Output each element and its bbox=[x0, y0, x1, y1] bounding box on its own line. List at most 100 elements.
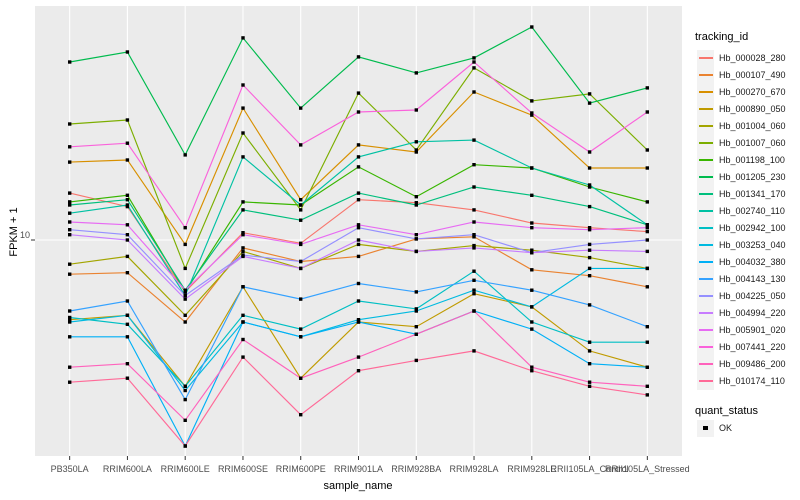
data-point bbox=[645, 166, 649, 170]
data-point bbox=[356, 165, 361, 169]
data-point bbox=[299, 208, 303, 212]
legend-line-key-icon bbox=[698, 295, 713, 297]
legend-key-box bbox=[697, 321, 714, 339]
legend-entry-label: Hb_001205_230 bbox=[719, 172, 786, 182]
data-point bbox=[68, 211, 72, 215]
data-point bbox=[183, 242, 187, 247]
data-point bbox=[183, 290, 187, 294]
data-point bbox=[587, 349, 592, 353]
data-point bbox=[183, 397, 187, 402]
data-point bbox=[125, 141, 130, 145]
legend-entry-Hb_009486_200: Hb_009486_200 bbox=[697, 355, 786, 373]
data-point bbox=[645, 325, 649, 329]
data-point bbox=[68, 145, 72, 149]
legend-entry-label: Hb_009486_200 bbox=[719, 359, 786, 369]
data-point bbox=[241, 320, 245, 324]
data-point bbox=[299, 413, 303, 417]
legend-line-key-icon bbox=[698, 380, 713, 382]
data-point bbox=[472, 138, 476, 142]
data-point bbox=[414, 249, 418, 254]
data-point bbox=[530, 166, 534, 170]
data-point bbox=[472, 90, 476, 94]
legend-entry-Hb_002740_110: Hb_002740_110 bbox=[697, 202, 785, 220]
legend-entry-label: Hb_004225_050 bbox=[719, 291, 786, 301]
data-point bbox=[530, 99, 534, 103]
data-point bbox=[530, 268, 534, 272]
data-point bbox=[125, 254, 130, 259]
data-point bbox=[356, 223, 361, 227]
data-point bbox=[241, 106, 245, 110]
legend-line-key-icon bbox=[698, 329, 713, 331]
data-point bbox=[125, 313, 130, 317]
x-tick-label: RRIM600LE bbox=[160, 464, 210, 474]
data-point bbox=[125, 118, 130, 122]
data-point bbox=[125, 271, 130, 275]
data-point bbox=[299, 266, 303, 271]
data-point bbox=[587, 150, 592, 154]
x-tick-label: RRIM600PE bbox=[275, 464, 326, 474]
legend-entry-Hb_001007_060: Hb_001007_060 bbox=[697, 134, 786, 152]
legend-key-box bbox=[697, 66, 714, 84]
data-point bbox=[645, 238, 649, 242]
legend-line-key-icon bbox=[698, 346, 713, 348]
data-point bbox=[414, 140, 418, 144]
data-point bbox=[645, 110, 649, 114]
data-point bbox=[587, 204, 592, 209]
legend-entry-Hb_000890_050: Hb_000890_050 bbox=[697, 100, 786, 118]
legend-entry-label: Hb_000270_670 bbox=[719, 87, 786, 97]
data-point bbox=[241, 313, 245, 317]
data-point bbox=[125, 198, 130, 202]
legend-entry-label: OK bbox=[719, 423, 733, 433]
data-point bbox=[241, 355, 245, 359]
data-point bbox=[356, 191, 361, 195]
legend-key-box bbox=[697, 355, 714, 373]
data-point bbox=[68, 200, 72, 204]
legend-line-key-icon bbox=[698, 57, 713, 59]
data-point bbox=[68, 315, 72, 320]
data-point bbox=[530, 221, 534, 225]
data-point bbox=[472, 288, 476, 292]
data-point bbox=[587, 362, 592, 366]
legend-entry-Hb_001198_100: Hb_001198_100 bbox=[697, 151, 785, 169]
data-point bbox=[587, 380, 592, 384]
data-point bbox=[414, 237, 418, 241]
legend-entry-label: Hb_003253_040 bbox=[719, 240, 786, 250]
data-point bbox=[530, 327, 534, 331]
data-point bbox=[241, 200, 245, 204]
legend-entry-label: Hb_004143_130 bbox=[719, 274, 786, 284]
data-point bbox=[645, 86, 649, 90]
data-point bbox=[68, 380, 72, 384]
data-point bbox=[183, 388, 187, 393]
data-point bbox=[472, 235, 476, 239]
legend-entry-Hb_004032_380: Hb_004032_380 bbox=[697, 253, 786, 271]
data-point bbox=[356, 155, 361, 159]
data-point bbox=[125, 50, 130, 54]
data-point bbox=[68, 160, 72, 164]
data-point bbox=[125, 376, 130, 380]
data-point bbox=[587, 226, 592, 230]
legend-line-key-icon bbox=[698, 193, 713, 195]
data-point bbox=[472, 56, 476, 60]
data-point bbox=[299, 376, 303, 380]
data-point bbox=[125, 362, 130, 366]
data-point bbox=[587, 101, 592, 105]
data-point bbox=[472, 220, 476, 224]
data-point bbox=[183, 384, 187, 388]
legend-key-box bbox=[697, 372, 714, 390]
legend-entry-Hb_003253_040: Hb_003253_040 bbox=[697, 236, 786, 254]
legend-entry-Hb_000028_280: Hb_000028_280 bbox=[697, 49, 786, 67]
legend-key-box bbox=[697, 304, 714, 322]
legend-line-key-icon bbox=[698, 278, 713, 280]
legend-entry-Hb_000270_670: Hb_000270_670 bbox=[697, 83, 786, 101]
data-point bbox=[241, 246, 245, 250]
data-point bbox=[299, 327, 303, 331]
data-point bbox=[472, 246, 476, 250]
data-point bbox=[68, 309, 72, 313]
data-point bbox=[472, 309, 476, 313]
data-point bbox=[125, 158, 130, 162]
data-point bbox=[125, 233, 130, 237]
legend-key-box bbox=[697, 202, 714, 220]
data-point bbox=[530, 25, 534, 29]
legend-line-key-icon bbox=[698, 108, 713, 110]
